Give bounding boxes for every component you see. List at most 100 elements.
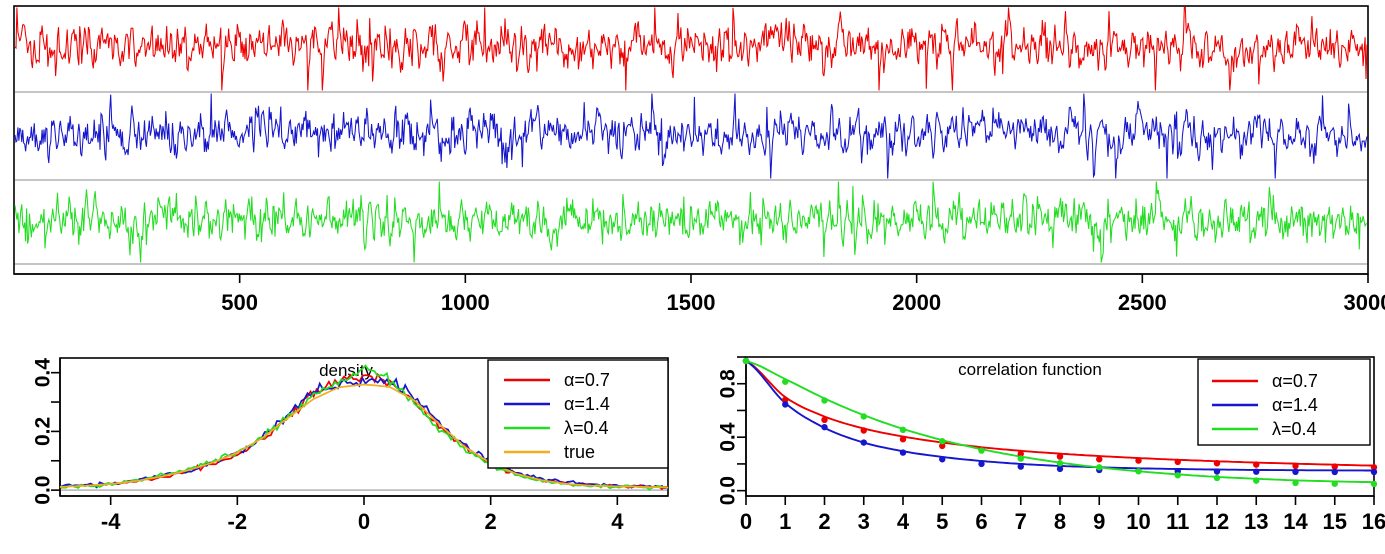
corr-x-label-9: 9 <box>1093 509 1105 534</box>
correlation-point-2-13 <box>1253 477 1260 484</box>
density-legend <box>487 359 669 469</box>
lambda-0.4-trace <box>14 181 1368 263</box>
correlation-point-0-16 <box>1370 464 1378 471</box>
correlation-point-2-10 <box>1135 468 1142 475</box>
density-curve-3 <box>59 383 669 489</box>
x-tick-label-500: 500 <box>221 290 258 315</box>
corr-x-label-13: 13 <box>1244 509 1268 534</box>
density-x-label-2: 2 <box>485 509 497 534</box>
corr-x-label-4: 4 <box>897 509 910 534</box>
correlation-point-2-2 <box>821 397 828 404</box>
correlation-point-2-7 <box>1017 455 1024 462</box>
density-svg: 0.0 0.2 0.4 -4 -2 0 2 4 density α=0.7 α=1.4 λ=0.4 tr… <box>32 357 669 534</box>
correlation-point-2-3 <box>860 413 867 420</box>
correlation-point-0-11 <box>1174 458 1181 466</box>
density-legend-label-3: true <box>564 442 595 462</box>
correlation-point-2-4 <box>899 426 907 434</box>
corr-x-label-1: 1 <box>779 509 791 534</box>
correlation-point-1-7 <box>1017 463 1024 470</box>
correlation-point-1-15 <box>1331 468 1338 476</box>
correlation-point-2-11 <box>1174 472 1181 479</box>
density-y-label-0.2: 0.2 <box>32 417 55 446</box>
correlation-point-0-5 <box>939 442 946 450</box>
correlation-svg: 0.00.40.80 1 2 3 4 5 6 7 8 9 10 11 12 13 14 15 16correla… <box>717 356 1385 534</box>
correlation-point-0-14 <box>1292 462 1299 470</box>
alpha-1.4-trace <box>14 93 1368 179</box>
correlation-point-0-8 <box>1056 453 1064 460</box>
correlation-point-0-15 <box>1331 463 1338 470</box>
correlation-point-2-5 <box>939 438 946 445</box>
correlation-legend <box>1197 358 1371 446</box>
correlation-point-1-2 <box>821 423 828 431</box>
correlation-point-2-0 <box>742 357 750 365</box>
corr-x-label-0: 0 <box>740 509 752 534</box>
correlation-point-0-2 <box>821 416 828 424</box>
corr-x-label-15: 15 <box>1323 509 1347 534</box>
correlation-point-2-15 <box>1331 480 1338 487</box>
correlation-point-0-3 <box>860 427 867 434</box>
correlation-point-1-4 <box>899 449 907 456</box>
corr-y-label-0: 0.0 <box>717 476 740 505</box>
correlation-point-2-16 <box>1370 480 1378 488</box>
correlation-title: correlation function <box>958 360 1102 379</box>
correlation-point-0-10 <box>1135 457 1142 464</box>
correlation-point-1-13 <box>1253 468 1260 475</box>
correlation-point-1-14 <box>1292 468 1299 476</box>
correlation-point-2-12 <box>1213 474 1221 482</box>
corr-x-label-3: 3 <box>858 509 870 534</box>
corr-y-label-0.4: 0.4 <box>717 422 740 452</box>
corr-x-label-6: 6 <box>975 509 987 534</box>
correlation-point-1-3 <box>860 439 867 446</box>
correlation-point-1-1 <box>782 401 789 408</box>
correlation-panel: 0.0 0.4 0.8 0 1 2 3 4 5 6 7 8 9 10 11 12 13 14 15 16 correla… <box>692 330 1385 554</box>
correlation-point-0-13 <box>1253 461 1260 468</box>
density-y-label-0: 0.0 <box>32 476 55 505</box>
corr-x-label-5: 5 <box>936 509 948 534</box>
x-tick-label-2500: 2500 <box>1118 290 1167 315</box>
corr-x-label-2: 2 <box>818 509 830 534</box>
correlation-point-1-16 <box>1370 468 1378 476</box>
x-tick-label-1500: 1500 <box>667 290 716 315</box>
alpha-0.7-trace <box>14 6 1368 91</box>
density-legend-label-1: α=1.4 <box>564 394 610 414</box>
corr-x-label-16: 16 <box>1362 509 1385 534</box>
corr-x-label-11: 11 <box>1166 509 1189 534</box>
correlation-point-2-8 <box>1056 460 1064 467</box>
corr-x-label-7: 7 <box>1015 509 1027 534</box>
correlation-point-1-12 <box>1213 468 1221 475</box>
x-tick-label-2000: 2000 <box>892 290 941 315</box>
density-x-label-0: 0 <box>358 509 370 534</box>
correlation-legend-label-1: α=1.4 <box>1272 395 1318 415</box>
correlation-point-1-8 <box>1056 465 1064 473</box>
corr-x-label-10: 10 <box>1126 509 1150 534</box>
correlation-point-0-1 <box>782 396 789 403</box>
density-legend-label-2: λ=0.4 <box>564 418 609 438</box>
correlation-point-2-9 <box>1096 464 1103 471</box>
density-y-label-0.4: 0.4 <box>32 358 55 388</box>
corr-x-label-12: 12 <box>1205 509 1229 534</box>
correlation-point-0-12 <box>1213 460 1221 467</box>
correlation-point-1-5 <box>939 456 946 463</box>
correlation-point-2-1 <box>782 378 789 385</box>
x-tick-label-1000: 1000 <box>441 290 490 315</box>
correlation-legend-label-0: α=0.7 <box>1272 371 1318 391</box>
density-x-label--2: -2 <box>228 509 248 534</box>
density-panel: 0.0 0.2 0.4 -4 -2 0 2 4 density α=0.7 α=1.4 λ=0.4 tr… <box>0 330 693 554</box>
correlation-legend-label-2: λ=0.4 <box>1272 419 1317 439</box>
density-x-label--4: -4 <box>101 509 121 534</box>
correlation-point-2-14 <box>1292 479 1299 487</box>
corr-y-label-0.8: 0.8 <box>717 369 740 399</box>
density-title: density <box>319 361 373 380</box>
corr-x-label-14: 14 <box>1283 509 1308 534</box>
correlation-point-1-6 <box>978 460 985 468</box>
corr-x-label-8: 8 <box>1054 509 1066 534</box>
correlation-point-0-9 <box>1096 456 1103 463</box>
density-x-label-4: 4 <box>611 509 624 534</box>
density-legend-label-0: α=0.7 <box>564 370 610 390</box>
correlation-point-0-4 <box>899 435 907 443</box>
correlation-point-2-6 <box>978 447 985 454</box>
